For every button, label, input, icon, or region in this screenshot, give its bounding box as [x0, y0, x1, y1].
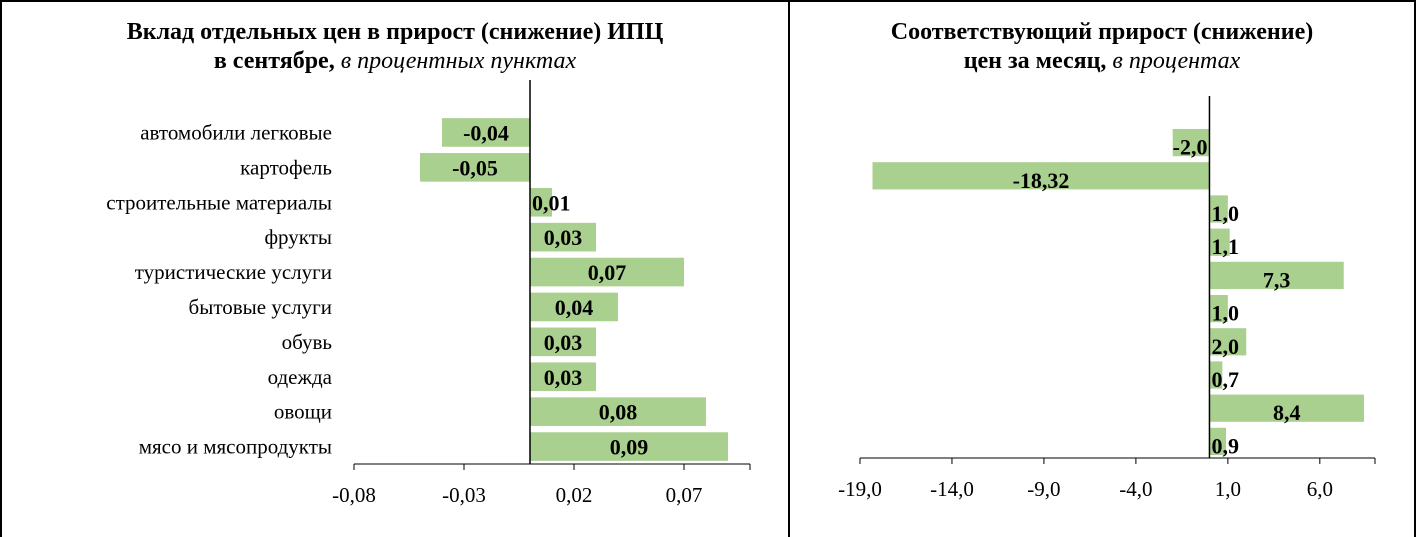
x-tick-label: 1,0	[1215, 477, 1241, 501]
right-chart-title: Соответствующий прирост (снижение) цен з…	[790, 18, 1414, 76]
category-label: строительные материалы	[106, 190, 332, 214]
bar	[1209, 328, 1247, 356]
left-chart-title: Вклад отдельных цен в прирост (снижение)…	[2, 18, 788, 76]
data-label: 1,0	[1211, 201, 1239, 226]
x-tick-label: 0,02	[556, 483, 593, 507]
category-label: одежда	[268, 365, 333, 389]
category-label: бытовые услуги	[189, 295, 332, 319]
bar	[530, 292, 618, 322]
data-label: -0,05	[452, 155, 498, 180]
x-tick-label: -4,0	[1119, 477, 1152, 501]
x-tick-label: 6,0	[1307, 477, 1333, 501]
left-title-line1: Вклад отдельных цен в прирост (снижение)…	[126, 19, 664, 45]
data-label: 1,0	[1211, 301, 1239, 326]
right-bar-chart: -2,0 -18,32 1,0 1,1 7,3 1,0 2,0 0,7 8,4 0,9 -19,0 -…	[838, 96, 1376, 501]
bar	[1209, 394, 1364, 422]
data-label: 0,08	[599, 400, 638, 425]
data-label: 0,09	[610, 435, 649, 460]
data-label: 0,03	[544, 225, 583, 250]
bar	[1209, 294, 1228, 323]
bar	[530, 362, 596, 392]
category-label: овощи	[274, 400, 332, 424]
left-title-line2: в сентябре,	[213, 48, 335, 74]
frame-right-border	[1414, 0, 1416, 537]
category-label: автомобили легковые	[140, 120, 332, 144]
data-label: 0,9	[1211, 433, 1239, 458]
data-label: 0,07	[588, 260, 627, 285]
right-title-line1: Соответствующий прирост (снижение)	[890, 19, 1314, 45]
x-tick-label: 0,07	[666, 483, 703, 507]
bar	[530, 222, 596, 252]
bar	[1209, 261, 1344, 290]
x-tick-label: -19,0	[838, 477, 882, 501]
data-label: 0,03	[544, 330, 583, 355]
x-tick-label: -9,0	[1027, 477, 1060, 501]
category-label: обувь	[282, 330, 332, 354]
category-label: туристические услуги	[135, 260, 332, 284]
data-label: -18,32	[1013, 168, 1070, 193]
data-label: 0,03	[544, 365, 583, 390]
bar	[1172, 128, 1210, 157]
data-label: 2,0	[1211, 334, 1239, 359]
data-label: 0,04	[555, 295, 594, 320]
bar	[530, 187, 552, 217]
frame-left-border	[0, 0, 2, 537]
left-bar-chart: -0,04 автомобили легковые -0,05 картофель 0,…	[106, 80, 751, 507]
bar	[530, 257, 684, 287]
left-title-unit: в процентных пунктах	[340, 48, 577, 74]
data-label: 1,1	[1211, 234, 1239, 259]
bar	[1209, 195, 1228, 223]
x-tick-label: -0,03	[442, 483, 486, 507]
data-label: 0,7	[1211, 367, 1239, 392]
category-label: картофель	[240, 155, 332, 179]
right-title-unit: в процентах	[1112, 48, 1241, 74]
bar	[530, 397, 706, 426]
category-label: мясо и мясопродукты	[139, 435, 332, 459]
data-label: 7,3	[1263, 267, 1291, 292]
bar	[1209, 361, 1223, 389]
data-label: 8,4	[1273, 400, 1301, 425]
frame-top-border	[0, 0, 1416, 2]
bar	[1209, 228, 1230, 256]
bar	[420, 153, 530, 182]
frame-center-divider	[788, 0, 790, 537]
data-label: -2,0	[1173, 135, 1208, 160]
data-label: -0,04	[463, 120, 509, 145]
bar	[442, 118, 530, 147]
x-tick-label: -0,08	[332, 483, 376, 507]
bar	[530, 432, 728, 461]
data-label: 0,01	[532, 190, 571, 215]
bar	[530, 327, 596, 357]
bar	[1209, 427, 1227, 456]
category-label: фрукты	[264, 225, 332, 249]
bar	[872, 162, 1210, 190]
right-title-line2: цен за месяц,	[963, 48, 1107, 74]
x-tick-label: -14,0	[930, 477, 974, 501]
